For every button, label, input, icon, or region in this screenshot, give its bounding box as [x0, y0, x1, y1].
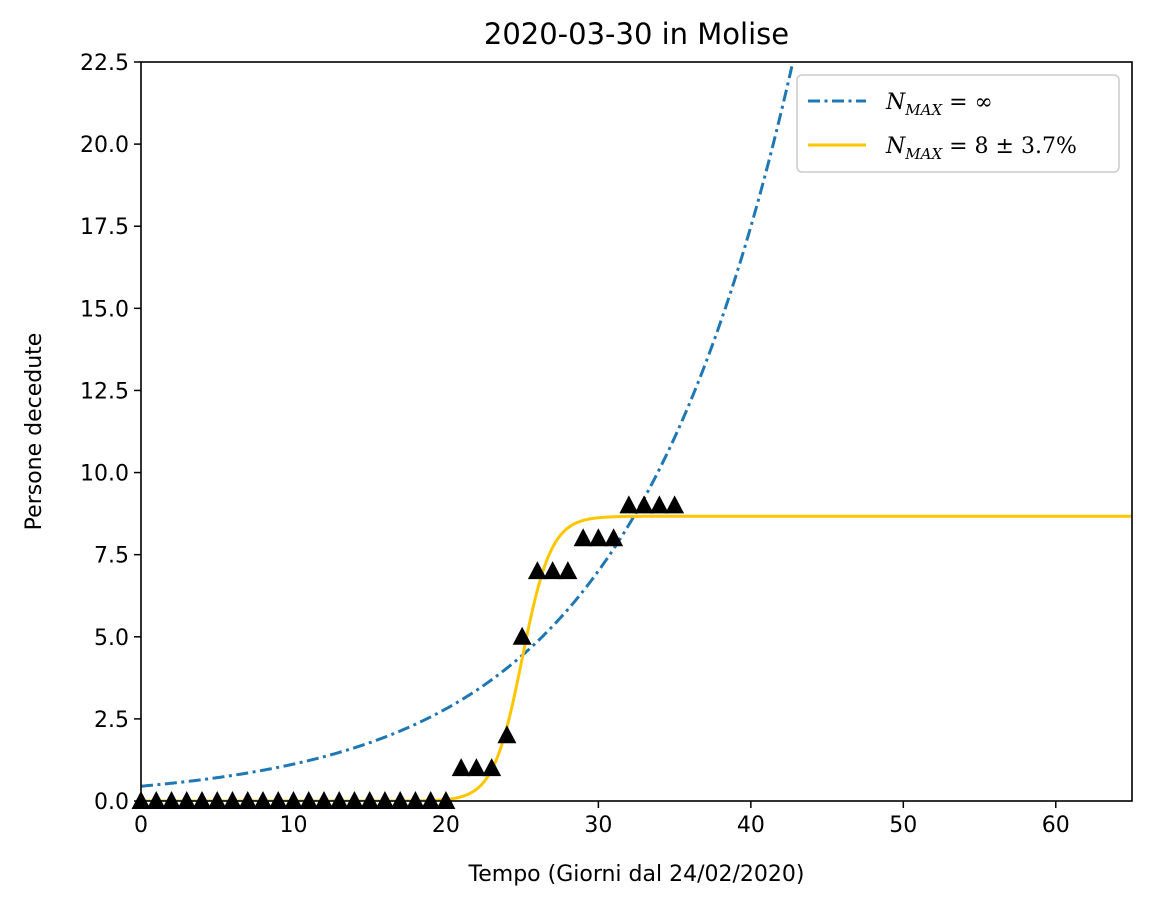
data-point — [451, 758, 471, 777]
y-tick-label: 7.5 — [94, 544, 129, 569]
logistic-fit-line — [141, 514, 1132, 801]
legend: NMAX = ∞ NMAX = 8 ± 3.7% — [796, 74, 1120, 173]
data-point — [268, 791, 288, 809]
plot-frame — [140, 61, 1133, 802]
y-tick-label: 0.0 — [94, 790, 129, 815]
legend-label-exponential: NMAX = ∞ — [885, 90, 993, 119]
legend-box — [796, 74, 1120, 173]
data-point — [375, 791, 395, 809]
data-point — [161, 791, 181, 809]
data-point — [329, 791, 349, 809]
x-tick-label: 40 — [737, 813, 765, 838]
data-point — [604, 528, 624, 547]
data-point — [573, 528, 593, 547]
exponential-fit-line — [141, 62, 795, 788]
data-point — [405, 791, 425, 809]
x-tick-label: 20 — [432, 813, 460, 838]
x-axis-label: Tempo (Giorni dal 24/02/2020) — [468, 862, 805, 887]
y-tick-label: 15.0 — [80, 297, 129, 322]
data-point — [207, 791, 227, 809]
data-point — [665, 495, 685, 514]
chart-title: 2020-03-30 in Molise — [484, 17, 789, 51]
y-tick-label: 22.5 — [80, 51, 129, 76]
data-point — [314, 791, 334, 809]
data-point — [299, 791, 319, 809]
data-point — [543, 561, 563, 580]
data-point — [634, 495, 654, 514]
data-point — [512, 626, 532, 645]
y-tick-label: 20.0 — [80, 133, 129, 158]
data-markers — [131, 495, 685, 809]
data-point — [466, 758, 486, 777]
data-point — [360, 791, 380, 809]
legend-label-logistic: NMAX = 8 ± 3.7% — [885, 134, 1077, 163]
y-axis: 0.0 2.5 5.0 7.5 10.0 12.5 15.0 17.5 20.0 22.5 — [80, 51, 141, 815]
data-point — [253, 791, 273, 809]
y-axis-label: Persone decedute — [22, 333, 47, 531]
data-point — [421, 791, 441, 809]
x-tick-label: 50 — [889, 813, 917, 838]
x-tick-label: 0 — [134, 813, 148, 838]
plot-area — [141, 62, 1132, 801]
data-point — [283, 791, 303, 809]
data-point — [146, 791, 166, 809]
data-point — [390, 791, 410, 809]
y-tick-label: 12.5 — [80, 379, 129, 404]
data-point — [436, 791, 456, 809]
x-tick-label: 30 — [584, 813, 612, 838]
y-tick-label: 10.0 — [80, 462, 129, 487]
data-point — [482, 758, 502, 777]
x-tick-label: 60 — [1042, 813, 1070, 838]
data-point — [619, 495, 639, 514]
data-point — [558, 561, 578, 580]
x-tick-label: 10 — [279, 813, 307, 838]
data-point — [238, 791, 258, 809]
data-point — [192, 791, 212, 809]
data-point — [527, 561, 547, 580]
data-point — [177, 791, 197, 809]
data-point — [222, 791, 242, 809]
y-tick-label: 17.5 — [80, 215, 129, 240]
data-point — [588, 528, 608, 547]
data-point — [497, 725, 517, 744]
y-tick-label: 5.0 — [94, 626, 129, 651]
x-axis: 0 10 20 30 40 50 60 — [134, 801, 1070, 838]
data-point — [649, 495, 669, 514]
y-tick-label: 2.5 — [94, 708, 129, 733]
data-point — [344, 791, 364, 809]
